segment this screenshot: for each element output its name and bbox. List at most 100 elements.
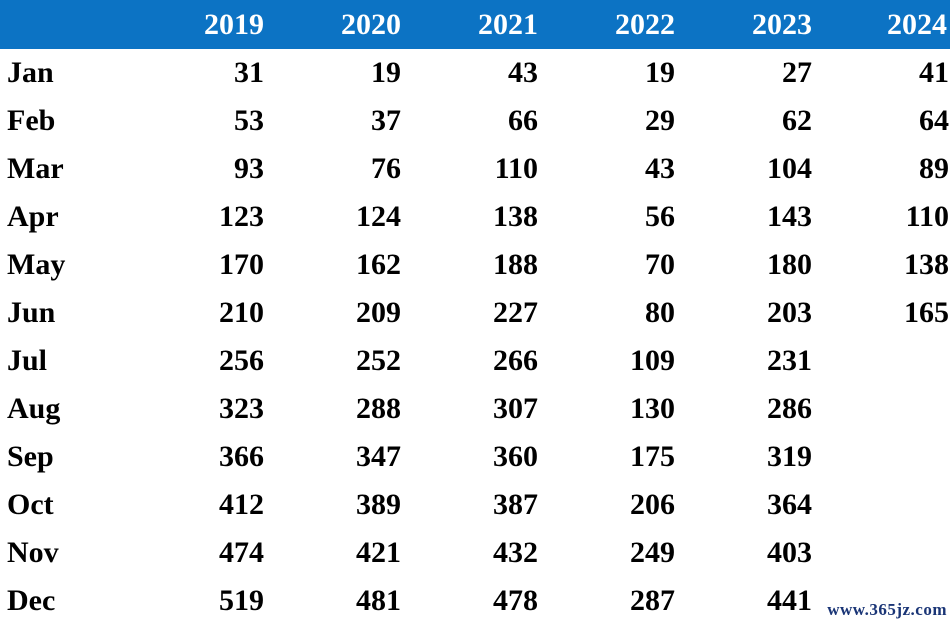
value-cell: 170 (219, 248, 264, 281)
table-row-sep: Sep 366 347 360 175 319 (0, 433, 952, 481)
value-cell: 143 (767, 200, 812, 233)
value-cell: 124 (356, 200, 401, 233)
value-cell: 180 (767, 248, 812, 281)
value-cell (815, 385, 952, 433)
value-cell: 266 (493, 344, 538, 377)
value-cell: 478 (493, 584, 538, 617)
column-header-2023: 2023 (678, 0, 815, 49)
value-cell (815, 529, 952, 577)
value-cell: 256 (219, 344, 264, 377)
value-cell: 62 (782, 104, 812, 137)
value-cell: 209 (356, 296, 401, 329)
watermark: www.365jz.com (827, 600, 947, 619)
value-cell: 76 (371, 152, 401, 185)
value-cell (815, 481, 952, 529)
value-cell: 441 (767, 584, 812, 617)
table-row-mar: Mar 93 76 110 43 104 89 (0, 145, 952, 193)
value-cell: 70 (645, 248, 675, 281)
value-cell: 403 (767, 536, 812, 569)
value-cell: 203 (767, 296, 812, 329)
value-cell: 138 (493, 200, 538, 233)
header-row: 2019 2020 2021 2022 2023 2024 (0, 0, 952, 49)
value-cell: 110 (905, 200, 949, 233)
table-row-jan: Jan 31 19 43 19 27 41 (0, 49, 952, 97)
table-row-apr: Apr 123 124 138 56 143 110 (0, 193, 952, 241)
month-label: Jun (7, 296, 56, 329)
table-row-may: May 170 162 188 70 180 138 (0, 241, 952, 289)
value-cell: 366 (219, 440, 264, 473)
value-cell: 323 (219, 392, 264, 425)
value-cell: 93 (234, 152, 264, 185)
value-cell: 19 (645, 56, 675, 89)
value-cell: 227 (493, 296, 538, 329)
value-cell: 347 (356, 440, 401, 473)
value-cell: 89 (919, 152, 949, 185)
value-cell (815, 337, 952, 385)
value-cell: 41 (919, 56, 949, 89)
column-header-2019: 2019 (130, 0, 267, 49)
value-cell: 43 (508, 56, 538, 89)
value-cell: 481 (356, 584, 401, 617)
table-row-feb: Feb 53 37 66 29 62 64 (0, 97, 952, 145)
column-header-2024: 2024 (815, 0, 952, 49)
value-cell: 123 (219, 200, 264, 233)
value-cell: 288 (356, 392, 401, 425)
month-label: Apr (7, 200, 59, 233)
value-cell: 286 (767, 392, 812, 425)
month-label: Feb (7, 104, 56, 137)
value-cell: 519 (219, 584, 264, 617)
table-body: Jan 31 19 43 19 27 41 Feb 53 37 66 29 62 64 Mar 93 76 110… (0, 49, 952, 625)
value-cell: 210 (219, 296, 264, 329)
table-row-jun: Jun 210 209 227 80 203 165 (0, 289, 952, 337)
value-cell: 307 (493, 392, 538, 425)
value-cell: 287 (630, 584, 675, 617)
month-label: Mar (7, 152, 64, 185)
value-cell: 432 (493, 536, 538, 569)
column-header-2021: 2021 (404, 0, 541, 49)
value-cell: 64 (919, 104, 949, 137)
value-cell: 130 (630, 392, 675, 425)
value-cell: 165 (904, 296, 949, 329)
value-cell: 27 (782, 56, 812, 89)
value-cell: 31 (234, 56, 264, 89)
table-row-nov: Nov 474 421 432 249 403 (0, 529, 952, 577)
table-row-dec: Dec 519 481 478 287 441 (0, 577, 952, 625)
value-cell: 252 (356, 344, 401, 377)
value-cell: 231 (767, 344, 812, 377)
value-cell: 29 (645, 104, 675, 137)
value-cell: 162 (356, 248, 401, 281)
value-cell: 53 (234, 104, 264, 137)
month-label: Aug (7, 392, 61, 425)
month-label: Jul (7, 344, 48, 377)
corner-cell (0, 0, 130, 49)
value-cell: 412 (219, 488, 264, 521)
value-cell: 43 (645, 152, 675, 185)
value-cell: 360 (493, 440, 538, 473)
table-row-aug: Aug 323 288 307 130 286 (0, 385, 952, 433)
value-cell: 56 (645, 200, 675, 233)
month-label: May (7, 248, 66, 281)
value-cell: 37 (371, 104, 401, 137)
month-label: Sep (7, 440, 54, 473)
table-row-oct: Oct 412 389 387 206 364 (0, 481, 952, 529)
value-cell: 474 (219, 536, 264, 569)
value-cell: 421 (356, 536, 401, 569)
value-cell: 109 (630, 344, 675, 377)
value-cell: 389 (356, 488, 401, 521)
value-cell: 104 (767, 152, 812, 185)
month-label: Nov (7, 536, 59, 569)
column-header-2022: 2022 (541, 0, 678, 49)
month-label: Oct (7, 488, 54, 521)
value-cell: 188 (493, 248, 538, 281)
table-header: 2019 2020 2021 2022 2023 2024 (0, 0, 952, 49)
value-cell: 364 (767, 488, 812, 521)
table-row-jul: Jul 256 252 266 109 231 (0, 337, 952, 385)
column-header-2020: 2020 (267, 0, 404, 49)
value-cell: 110 (494, 152, 538, 185)
value-cell: 387 (493, 488, 538, 521)
value-cell (815, 433, 952, 481)
value-cell: 175 (630, 440, 675, 473)
value-cell: 319 (767, 440, 812, 473)
value-cell: 19 (371, 56, 401, 89)
value-cell: 249 (630, 536, 675, 569)
